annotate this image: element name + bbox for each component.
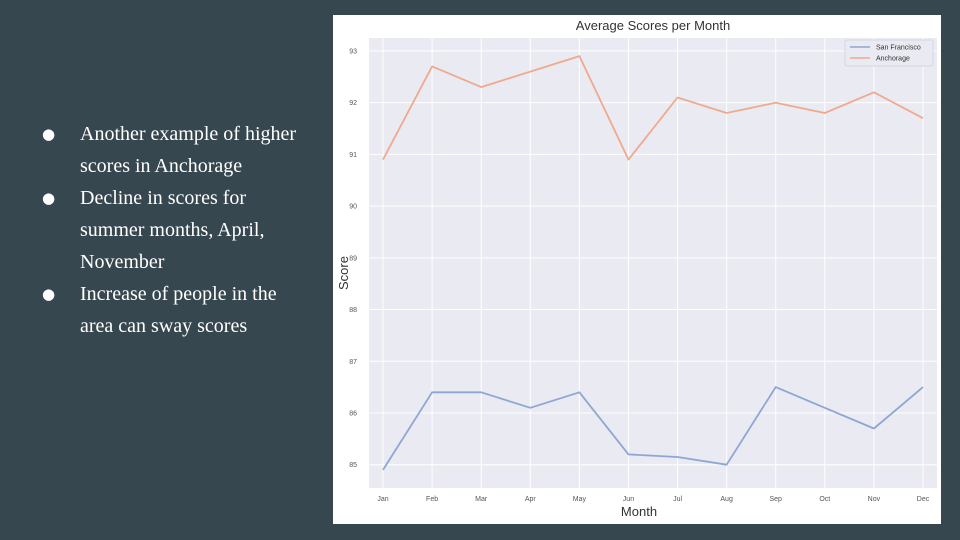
- x-tick-label: Feb: [426, 496, 438, 503]
- bullet-text: Increase of people in the area can sway …: [80, 283, 277, 337]
- series-line: [382, 55, 924, 161]
- y-tick-label: 92: [349, 100, 357, 107]
- bullet-text: Decline in scores for summer months, Apr…: [80, 187, 265, 273]
- x-tick-label: Dec: [917, 496, 930, 503]
- bullet-dot-icon: ●: [42, 189, 56, 207]
- x-tick-label: May: [573, 496, 587, 503]
- bullet-dot-icon: ●: [42, 125, 56, 143]
- x-tick-label: Oct: [819, 496, 830, 503]
- line-chart: 85 86 87 88 89 90 91 92 93 Jan Feb Mar Apr May Jun Jul…: [336, 18, 937, 519]
- plot-background: [369, 38, 937, 488]
- x-tick-label: Mar: [475, 496, 488, 503]
- bullet-dot-icon: ●: [42, 285, 56, 303]
- chart-panel: 85 86 87 88 89 90 91 92 93 Jan Feb Mar Apr May Jun Jul…: [333, 15, 941, 524]
- grid-lines: [369, 38, 937, 488]
- series-lines: [382, 55, 924, 471]
- y-tick-label: 91: [349, 152, 357, 159]
- x-tick-label: Nov: [868, 496, 881, 503]
- y-tick-label: 88: [349, 307, 357, 314]
- y-tick-label: 87: [349, 359, 357, 366]
- x-tick-label: Jan: [377, 496, 388, 503]
- bullet-text: Another example of higher scores in Anch…: [80, 123, 297, 177]
- x-tick-label: Apr: [525, 496, 537, 503]
- x-tick-labels: Jan Feb Mar Apr May Jun Jul Aug Sep Oct Nov Dec: [377, 496, 929, 503]
- y-tick-label: 93: [349, 48, 357, 55]
- y-tick-label: 89: [349, 255, 357, 262]
- y-tick-label: 85: [349, 462, 357, 469]
- legend-label: San Francisco: [876, 45, 921, 52]
- x-tick-label: Aug: [720, 496, 733, 503]
- y-tick-label: 86: [349, 411, 357, 418]
- bullet-item: ● Decline in scores for summer months, Ap…: [42, 182, 314, 278]
- legend-label: Anchorage: [876, 56, 910, 63]
- x-tick-label: Jun: [623, 496, 634, 503]
- chart-legend: San Francisco Anchorage: [844, 39, 934, 67]
- y-tick-labels: 85 86 87 88 89 90 91 92 93: [349, 48, 357, 469]
- x-tick-label: Sep: [769, 496, 782, 503]
- x-tick-label: Jul: [673, 496, 682, 503]
- y-axis-label: Score: [336, 256, 351, 290]
- y-tick-label: 90: [349, 204, 357, 211]
- bullet-item: ● Increase of people in the area can sway…: [42, 278, 314, 342]
- series-line: [382, 386, 924, 471]
- x-axis-label: Month: [621, 504, 657, 519]
- chart-title: Average Scores per Month: [576, 18, 730, 33]
- slide-bullet-list: ● Another example of higher scores in Anc…: [42, 118, 314, 342]
- bullet-item: ● Another example of higher scores in Anc…: [42, 118, 314, 182]
